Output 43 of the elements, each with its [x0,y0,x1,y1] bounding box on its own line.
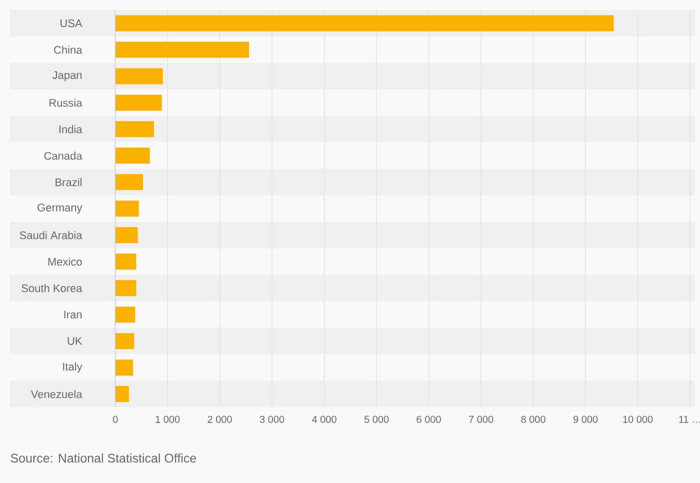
bar [115,227,138,244]
x-tick-label: 3 000 [260,416,284,423]
x-tick-label: 8 000 [521,416,546,423]
bar [115,94,162,111]
x-tick-label: 7 000 [469,416,494,423]
bar [115,15,614,32]
y-tick-label: Iran [64,310,82,318]
x-tick-label: 11 … [679,416,700,423]
y-tick-label: Japan [52,71,82,82]
bar [115,121,154,138]
bar [115,254,136,270]
y-tick-label: Russia [50,98,82,107]
x-tick-label: 4 000 [312,416,336,423]
bar [115,174,143,190]
x-tick-label: 0 [112,416,118,423]
bar [115,68,163,84]
x-tick-label: 6 000 [416,416,441,423]
y-tick-label: China [54,46,82,54]
bar [115,148,150,164]
y-tick-label: Italy [63,362,82,373]
bar [115,360,134,376]
y-tick-label: Germany [38,204,82,214]
source-note: Source: National Statistical Office [10,453,196,463]
x-tick-label: 10 000 [623,416,653,423]
bar [115,386,129,402]
bar [115,306,136,323]
bar [115,333,134,350]
y-tick-label: Venezuela [30,390,82,398]
x-tick-label: 9 000 [573,416,598,423]
y-tick-label: South Korea [22,284,82,292]
x-tick-label: 5 000 [364,416,389,423]
bar [115,42,250,58]
y-tick-label: India [59,125,82,134]
y-tick-label: UK [68,337,82,345]
bar [115,200,139,217]
bar [115,280,136,296]
x-tick-label: 2 000 [208,416,232,423]
y-tick-label: USA [60,19,82,28]
y-tick-label: Mexico [48,258,82,266]
x-tick-label: 1 000 [156,416,180,423]
y-tick-label: Saudi Arabia [20,231,82,240]
y-tick-label: Canada [44,152,82,160]
y-tick-label: Brazil [56,178,82,186]
